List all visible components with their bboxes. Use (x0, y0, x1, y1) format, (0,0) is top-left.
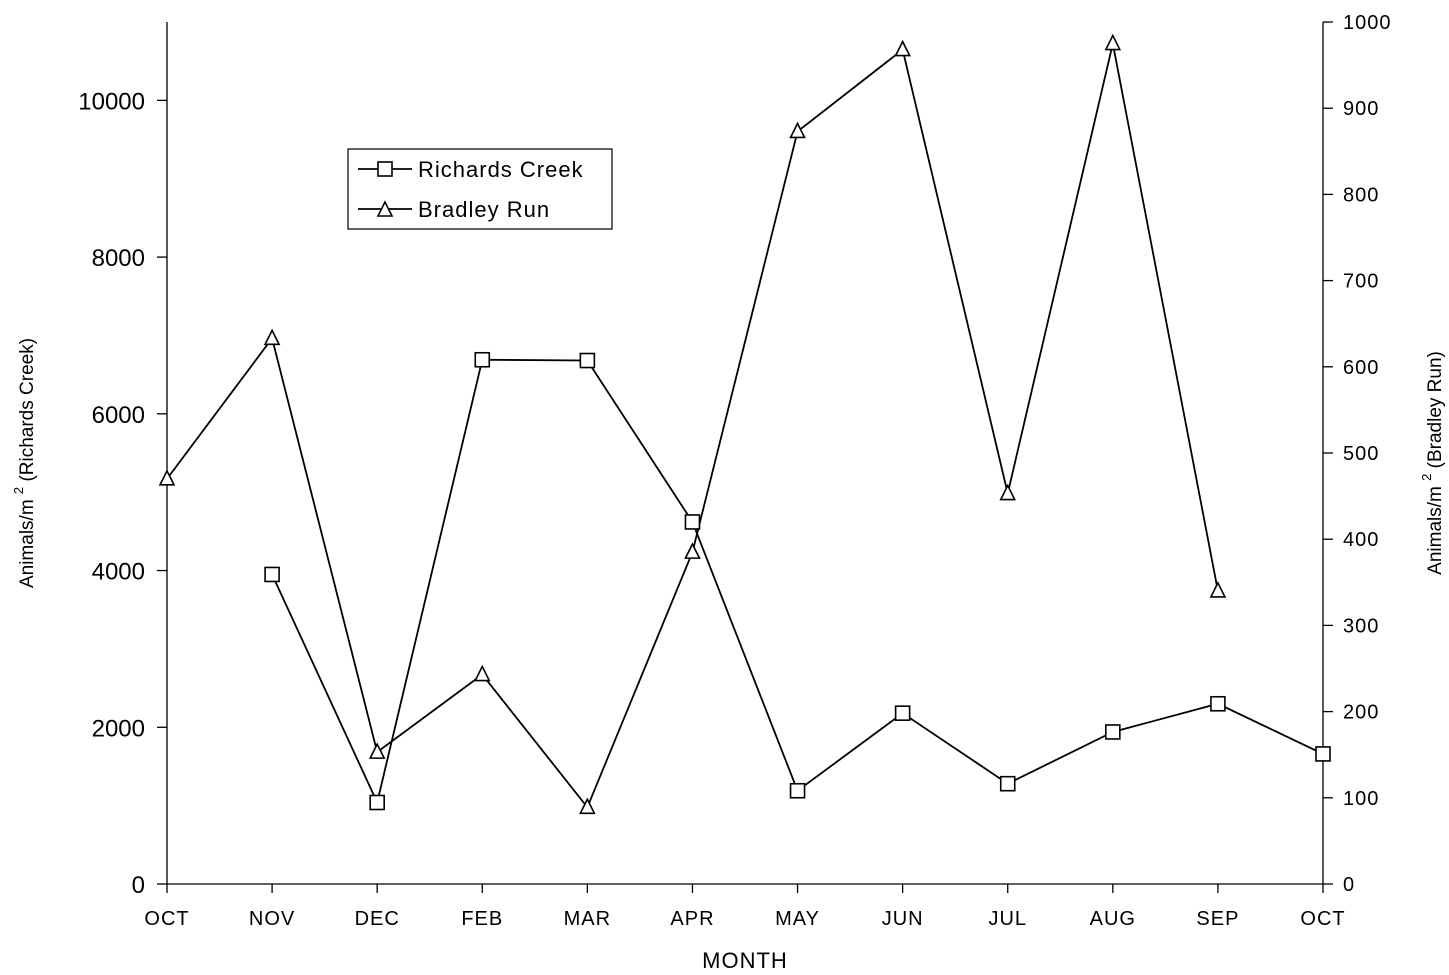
richards-creek-point (369, 794, 385, 811)
bradley-run-point (1104, 33, 1122, 51)
x-tick-label: APR (670, 908, 714, 930)
bradley-run-point (1209, 581, 1227, 598)
x-tick-label: OCT (144, 908, 189, 930)
bradley-run-point (473, 664, 491, 682)
richards-creek-point (264, 566, 280, 583)
legend: Richards Creek Bradley Run (347, 148, 613, 230)
right-y-tick-label: 800 (1343, 184, 1379, 206)
left-y-tick-label: 0 (132, 872, 145, 899)
left-y-axis-title: Animals/m 2 (Richards Creek) (11, 338, 38, 588)
richards-creek-point (579, 352, 596, 369)
right-y-tick-label: 100 (1343, 788, 1379, 810)
x-tick-label: NOV (249, 908, 295, 930)
bradley-run-point (368, 742, 386, 759)
series-lines-group (166, 43, 1324, 810)
right-y-axis-title: Animals/m 2 (Bradley Run) (1419, 351, 1446, 575)
right-y-tick-label: 1000 (1343, 12, 1392, 34)
bradley-run-point (999, 483, 1017, 501)
bradley-run-point (579, 797, 596, 815)
x-tick-label: MAR (564, 908, 611, 930)
richards-creek-point (1315, 746, 1331, 762)
left-y-tick-label: 6000 (92, 402, 145, 429)
legend-richards-creek-label: Richards Creek (418, 157, 584, 182)
legend-bradley-run-marker (376, 200, 394, 217)
right-y-tick-label: 500 (1343, 443, 1379, 465)
x-axis-title: MONTH (702, 948, 788, 973)
axes-group: 0 2000 4000 6000 8000 10000 0 100 200 300 400 500 60… (11, 12, 1446, 973)
left-y-tick-label: 2000 (92, 715, 145, 742)
left-y-tick-label: 4000 (92, 559, 145, 586)
bradley-run-point (158, 469, 176, 486)
left-y-tick-label: 8000 (92, 245, 145, 272)
x-tick-label: FEB (461, 908, 503, 930)
richards-creek-point (474, 351, 491, 368)
richards-creek-point (894, 705, 911, 721)
x-tick-label: SEP (1196, 908, 1239, 930)
x-tick-label: MAY (775, 908, 820, 930)
richards-creek-point (999, 775, 1016, 792)
richards-creek-line (271, 358, 1324, 806)
bradley-run-point (263, 328, 281, 346)
markers-group (158, 33, 1331, 815)
right-y-tick-label: 700 (1343, 271, 1379, 293)
x-tick-label: OCT (1300, 908, 1345, 930)
right-y-tick-label: 600 (1343, 357, 1379, 379)
bradley-run-point (684, 542, 701, 559)
richards-creek-point (684, 514, 701, 530)
right-y-tick-label: 400 (1343, 529, 1379, 551)
legend-richards-creek-marker (377, 161, 393, 177)
richards-creek-point (789, 782, 806, 799)
right-y-tick-label: 300 (1343, 615, 1379, 637)
legend-bradley-run-label: Bradley Run (418, 197, 550, 222)
bradley-run-point (894, 39, 911, 57)
left-y-tick-label: 10000 (78, 88, 145, 115)
richards-creek-point (1210, 695, 1226, 712)
right-y-tick-label: 900 (1343, 98, 1379, 120)
bradley-run-point (789, 121, 806, 139)
x-tick-label: DEC (355, 908, 400, 930)
x-tick-label: JUL (988, 908, 1027, 930)
right-y-tick-label: 0 (1343, 874, 1355, 896)
x-tick-label: JUN (882, 908, 924, 930)
x-tick-label: AUG (1090, 908, 1136, 930)
bradley-run-line (166, 43, 1219, 810)
richards-creek-point (1105, 724, 1121, 740)
right-y-tick-label: 200 (1343, 702, 1379, 724)
